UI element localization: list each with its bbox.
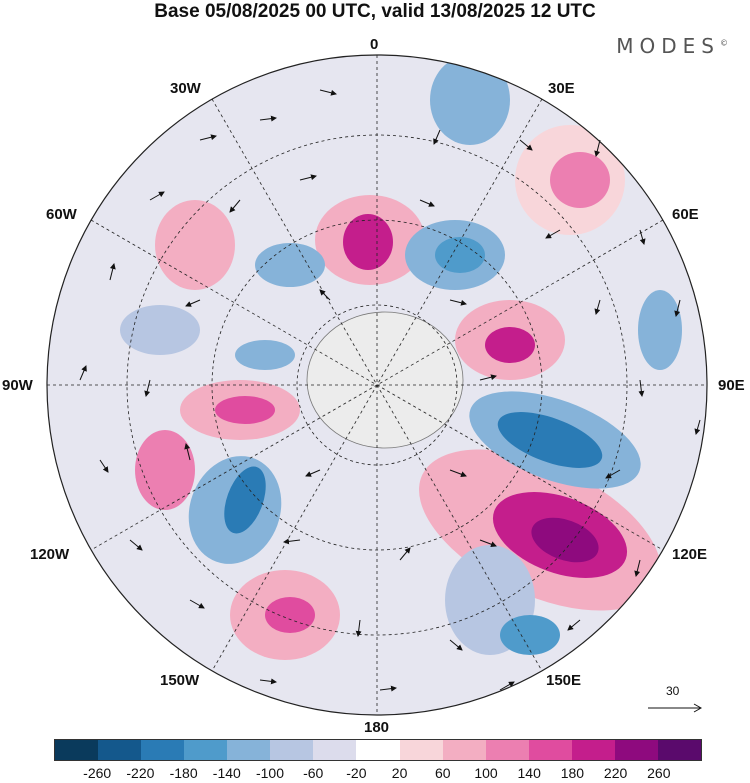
colorbar-cell bbox=[227, 740, 271, 760]
colorbar-tick-label: -260 bbox=[83, 765, 112, 781]
colorbar-cell bbox=[528, 740, 572, 760]
colorbar-cell bbox=[614, 740, 658, 760]
anomaly-positive bbox=[531, 517, 599, 563]
map-title: Base 05/08/2025 00 UTC, valid 13/08/2025… bbox=[154, 1, 596, 22]
colorbar-cell bbox=[571, 740, 615, 760]
anomaly-positive bbox=[265, 597, 315, 633]
lon-label-120w: 120W bbox=[30, 546, 70, 563]
colorbar-tick-label: -220 bbox=[126, 765, 155, 781]
anomaly-negative bbox=[430, 55, 510, 145]
colorbar-tick-label: 220 bbox=[603, 765, 628, 781]
colorbar-tick-label: 100 bbox=[474, 765, 498, 781]
anomaly-negative bbox=[500, 615, 560, 655]
colorbar-tick-label: 60 bbox=[435, 765, 451, 781]
colorbar-tick-label: -180 bbox=[169, 765, 198, 781]
colorbar-ticks: -260 -220 -180 -140 -100 -60 -20 20 60 100 140 180 2… bbox=[54, 765, 702, 783]
colorbar-tick-label: 180 bbox=[560, 765, 585, 781]
lon-label-90e: 90E bbox=[718, 377, 745, 394]
colorbar-cell bbox=[270, 740, 314, 760]
lon-label-150w: 150W bbox=[160, 672, 200, 689]
colorbar-cell bbox=[313, 740, 357, 760]
lon-label-30e: 30E bbox=[548, 80, 575, 97]
colorbar-cell bbox=[98, 740, 142, 760]
colorbar-cell bbox=[442, 740, 486, 760]
lon-label-60e: 60E bbox=[672, 206, 699, 223]
colorbar-tick-label: 140 bbox=[517, 765, 541, 781]
anomaly-negative bbox=[224, 466, 266, 534]
colorbar-cell bbox=[485, 740, 529, 760]
reference-vector-label: 30 bbox=[666, 684, 680, 698]
colorbar-cell bbox=[657, 740, 701, 760]
polar-map bbox=[46, 54, 708, 716]
anomaly-negative bbox=[638, 290, 682, 370]
colorbar-tick-label: -100 bbox=[255, 765, 285, 781]
colorbar bbox=[54, 739, 702, 761]
anomaly-negative bbox=[120, 305, 200, 355]
anomaly-negative bbox=[497, 412, 603, 468]
lon-label-180: 180 bbox=[364, 719, 390, 736]
anomaly-positive bbox=[135, 430, 195, 510]
logo-mark: © bbox=[720, 38, 728, 48]
anomaly-negative bbox=[435, 237, 485, 273]
colorbar-cell bbox=[399, 740, 443, 760]
colorbar-tick-label: -20 bbox=[346, 765, 367, 781]
logo-text: MODES bbox=[616, 34, 720, 58]
wind-vectors bbox=[79, 89, 701, 692]
colorbar-tick-label: -140 bbox=[212, 765, 241, 781]
anomaly-positive bbox=[550, 152, 610, 208]
reference-vector: 30 bbox=[644, 684, 704, 724]
colorbar-tick-label: 20 bbox=[391, 765, 408, 781]
colorbar-cell bbox=[356, 740, 400, 760]
anomaly-positive bbox=[343, 214, 393, 270]
colorbar-cell bbox=[55, 740, 99, 760]
anomaly-negative bbox=[255, 243, 325, 287]
colorbar-tick-label: 260 bbox=[647, 765, 671, 781]
anomaly-positive bbox=[155, 200, 235, 290]
anomaly-negative bbox=[235, 340, 295, 370]
lon-label-120e: 120E bbox=[672, 546, 708, 563]
lon-label-0: 0 bbox=[370, 36, 379, 53]
lon-label-150e: 150E bbox=[546, 672, 582, 689]
lon-label-30w: 30W bbox=[170, 80, 201, 97]
domain-boundary bbox=[46, 54, 708, 716]
anomaly-positive bbox=[215, 396, 275, 424]
lon-label-60w: 60W bbox=[46, 206, 77, 223]
colorbar-cell bbox=[141, 740, 185, 760]
lon-label-90w: 90W bbox=[2, 377, 33, 394]
modes-logo: MODES© bbox=[616, 34, 728, 58]
colorbar-tick-label: -60 bbox=[303, 765, 324, 781]
reference-vector-arrow bbox=[648, 703, 703, 713]
colorbar-cell bbox=[184, 740, 228, 760]
anomaly-positive bbox=[485, 327, 535, 363]
graticule bbox=[47, 55, 707, 715]
